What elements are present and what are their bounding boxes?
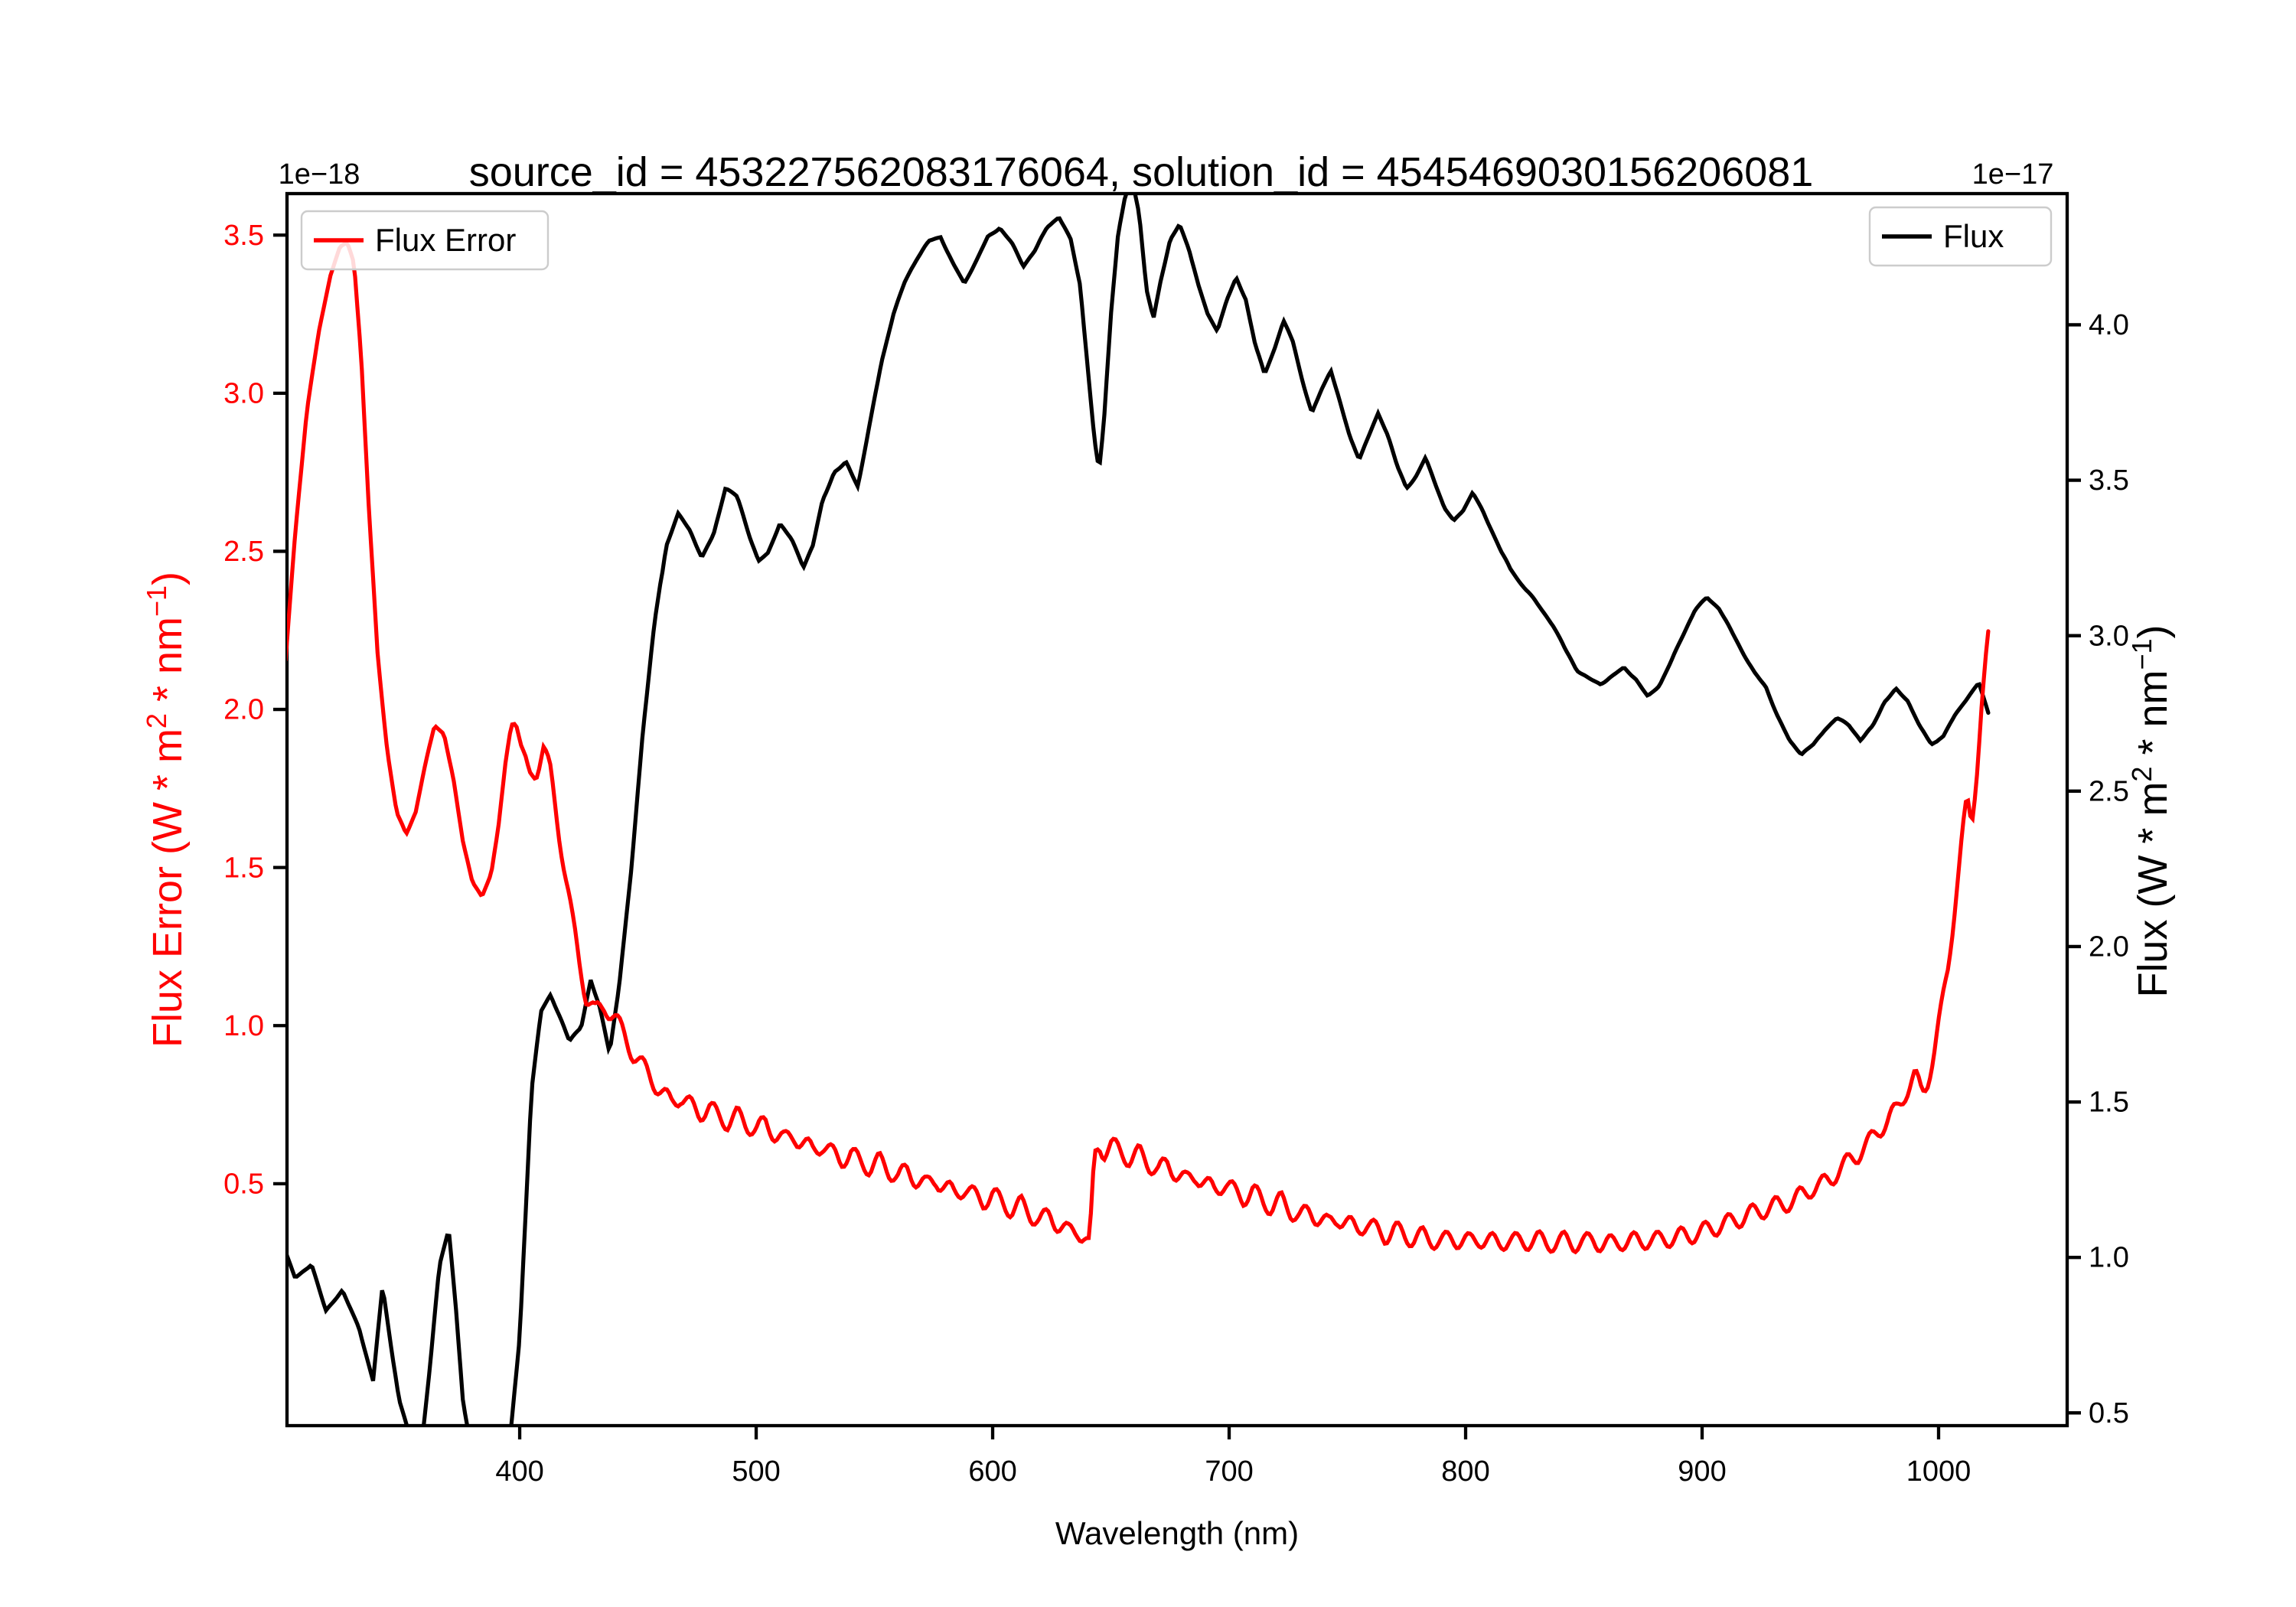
svg-text:1.0: 1.0 bbox=[223, 1010, 264, 1042]
svg-text:0.5: 0.5 bbox=[223, 1169, 264, 1201]
svg-text:Flux (W * m2 * nm−1): Flux (W * m2 * nm−1) bbox=[2126, 624, 2177, 997]
svg-text:1.0: 1.0 bbox=[2089, 1242, 2129, 1274]
svg-text:Flux Error: Flux Error bbox=[375, 222, 516, 258]
svg-text:0.5: 0.5 bbox=[2089, 1397, 2129, 1429]
svg-text:3.0: 3.0 bbox=[223, 378, 264, 410]
svg-text:Wavelength (nm): Wavelength (nm) bbox=[1055, 1515, 1299, 1551]
svg-text:1e−18: 1e−18 bbox=[279, 158, 360, 191]
svg-text:1000: 1000 bbox=[1906, 1455, 1971, 1488]
svg-text:1e−17: 1e−17 bbox=[1972, 158, 2054, 191]
svg-text:2.5: 2.5 bbox=[223, 536, 264, 568]
svg-text:400: 400 bbox=[495, 1455, 543, 1488]
svg-text:3.0: 3.0 bbox=[2089, 620, 2129, 652]
svg-text:Flux Error (W * m2 * nm−1): Flux Error (W * m2 * nm−1) bbox=[141, 572, 191, 1048]
svg-text:1.5: 1.5 bbox=[223, 852, 264, 884]
svg-text:2.0: 2.0 bbox=[2089, 931, 2129, 963]
svg-text:800: 800 bbox=[1441, 1455, 1489, 1488]
svg-text:source_id = 453227562083176064: source_id = 453227562083176064, solution… bbox=[469, 149, 1814, 195]
svg-text:500: 500 bbox=[732, 1455, 780, 1488]
svg-text:2.0: 2.0 bbox=[223, 694, 264, 726]
svg-text:4.0: 4.0 bbox=[2089, 309, 2129, 341]
svg-text:2.5: 2.5 bbox=[2089, 775, 2129, 807]
svg-text:3.5: 3.5 bbox=[2089, 464, 2129, 497]
svg-text:600: 600 bbox=[968, 1455, 1016, 1488]
svg-text:900: 900 bbox=[1678, 1455, 1726, 1488]
svg-text:700: 700 bbox=[1205, 1455, 1253, 1488]
svg-text:Flux: Flux bbox=[1943, 218, 2004, 254]
svg-text:3.5: 3.5 bbox=[223, 220, 264, 252]
svg-text:1.5: 1.5 bbox=[2089, 1087, 2129, 1119]
